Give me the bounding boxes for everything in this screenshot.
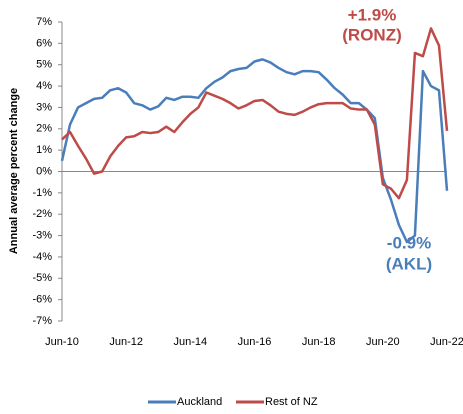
annotation: (AKL) bbox=[386, 254, 432, 273]
y-tick-label: 6% bbox=[36, 37, 52, 49]
y-tick-label: -6% bbox=[32, 294, 52, 306]
y-axis-label: Annual average percent change bbox=[8, 88, 20, 254]
legend-label: Auckland bbox=[177, 396, 222, 408]
y-tick-label: -3% bbox=[32, 229, 52, 241]
y-tick-label: -4% bbox=[32, 251, 52, 263]
series-line bbox=[61, 27, 449, 200]
y-tick-label: 3% bbox=[36, 101, 52, 113]
y-tick-label: -1% bbox=[32, 187, 52, 199]
x-tick-label: Jun-16 bbox=[238, 336, 272, 348]
x-tick-label: Jun-12 bbox=[109, 336, 143, 348]
annotation: -0.9% bbox=[387, 233, 431, 252]
y-tick-label: 4% bbox=[36, 80, 52, 92]
legend-label: Rest of NZ bbox=[265, 396, 318, 408]
series-line bbox=[60, 58, 449, 244]
y-tick-label: 5% bbox=[36, 59, 52, 71]
y-tick-label: -2% bbox=[32, 208, 52, 220]
y-tick-label: -7% bbox=[32, 315, 52, 327]
y-tick-label: 2% bbox=[36, 123, 52, 135]
y-tick-label: 7% bbox=[36, 16, 52, 28]
y-tick-label: -5% bbox=[32, 272, 52, 284]
y-tick-label: 0% bbox=[36, 165, 52, 177]
x-tick-label: Jun-22 bbox=[430, 336, 463, 348]
y-tick-label: 1% bbox=[36, 144, 52, 156]
x-tick-label: Jun-20 bbox=[366, 336, 400, 348]
annotation: +1.9% bbox=[348, 5, 397, 24]
x-tick-label: Jun-14 bbox=[174, 336, 208, 348]
annotation: (RONZ) bbox=[342, 25, 401, 44]
x-tick-label: Jun-10 bbox=[45, 336, 79, 348]
x-tick-label: Jun-18 bbox=[302, 336, 336, 348]
